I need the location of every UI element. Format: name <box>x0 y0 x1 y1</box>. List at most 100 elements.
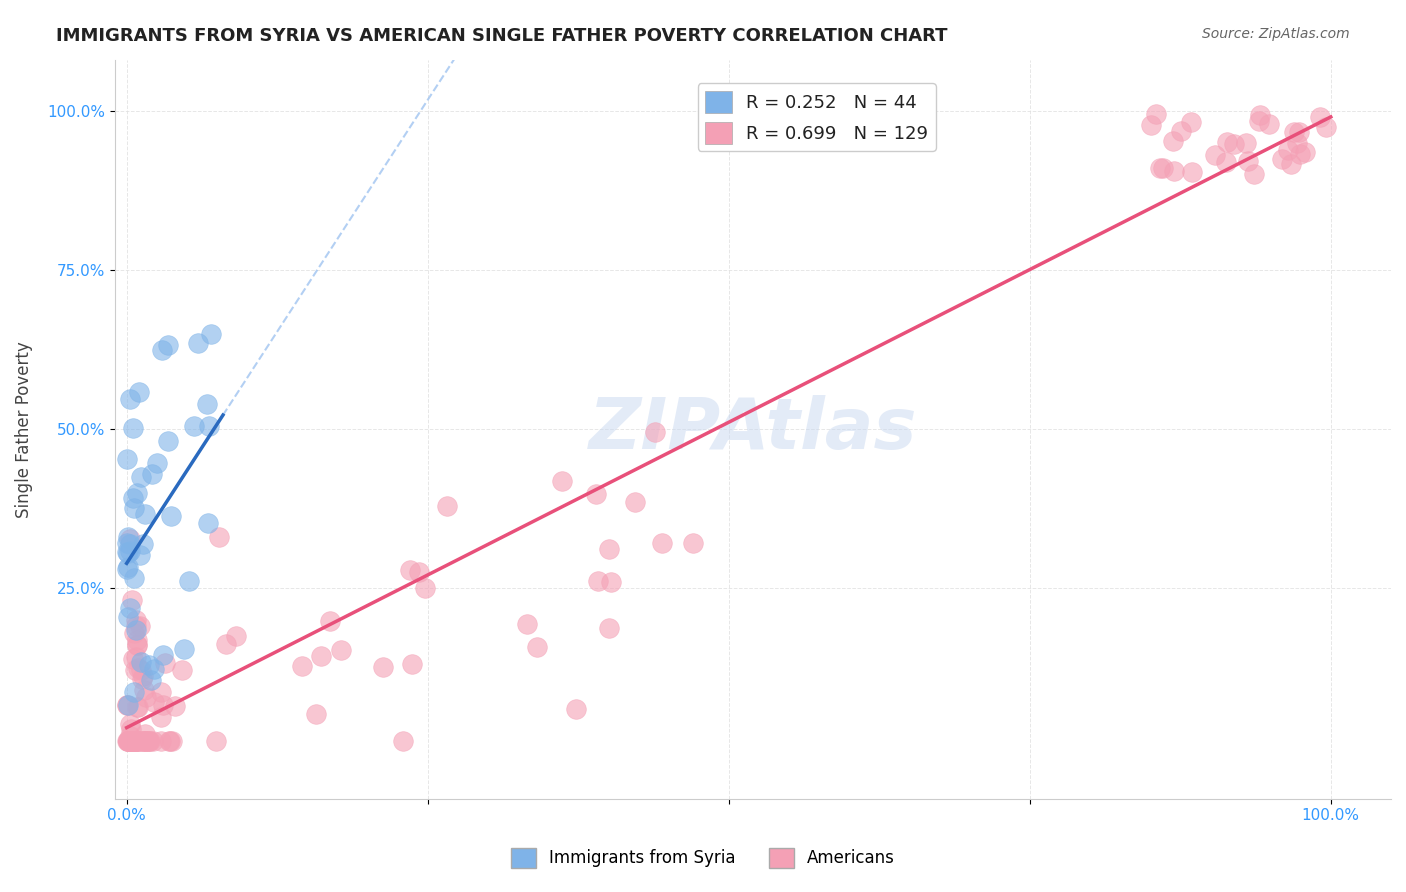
Point <box>208 530 231 544</box>
Point <box>125 650 148 665</box>
Point <box>1271 152 1294 166</box>
Legend: Immigrants from Syria, Americans: Immigrants from Syria, Americans <box>505 841 901 875</box>
Point <box>198 419 221 434</box>
Point <box>131 734 153 748</box>
Point <box>1309 111 1331 125</box>
Point <box>1170 124 1192 138</box>
Point <box>142 695 165 709</box>
Point <box>117 546 139 560</box>
Point <box>129 656 152 670</box>
Point <box>159 734 181 748</box>
Point <box>122 421 145 435</box>
Point <box>1152 161 1174 175</box>
Point <box>139 673 162 687</box>
Point <box>118 537 141 551</box>
Point <box>408 565 430 579</box>
Point <box>152 698 174 713</box>
Point <box>117 545 139 559</box>
Point <box>138 734 160 748</box>
Point <box>134 734 156 748</box>
Point <box>124 734 146 748</box>
Point <box>136 734 159 748</box>
Point <box>682 536 704 550</box>
Point <box>157 734 180 748</box>
Point <box>125 633 148 648</box>
Point <box>309 649 332 664</box>
Point <box>120 723 142 737</box>
Point <box>117 698 139 712</box>
Point <box>156 434 179 448</box>
Point <box>117 698 139 712</box>
Point <box>1234 136 1257 151</box>
Point <box>225 630 247 644</box>
Point <box>1281 157 1303 171</box>
Point <box>205 734 228 748</box>
Point <box>124 625 146 640</box>
Point <box>157 338 180 352</box>
Point <box>1163 134 1185 148</box>
Point <box>1215 154 1237 169</box>
Point <box>120 392 142 406</box>
Point <box>195 397 218 411</box>
Point <box>120 716 142 731</box>
Point <box>121 491 143 506</box>
Point <box>122 685 145 699</box>
Point <box>214 637 236 651</box>
Point <box>401 657 423 671</box>
Point <box>118 734 141 748</box>
Point <box>125 699 148 714</box>
Point <box>129 470 152 484</box>
Point <box>149 685 172 699</box>
Point <box>120 734 142 748</box>
Point <box>124 619 146 633</box>
Point <box>150 709 173 723</box>
Point <box>117 535 139 549</box>
Point <box>127 638 149 652</box>
Point <box>124 663 146 677</box>
Point <box>179 574 201 589</box>
Point <box>134 726 156 740</box>
Point <box>117 734 139 748</box>
Point <box>170 663 193 677</box>
Point <box>122 734 145 748</box>
Point <box>117 560 139 574</box>
Point <box>526 640 548 654</box>
Point <box>120 734 142 748</box>
Point <box>1140 118 1163 132</box>
Point <box>651 536 673 550</box>
Point <box>117 734 139 748</box>
Legend: R = 0.252   N = 44, R = 0.699   N = 129: R = 0.252 N = 44, R = 0.699 N = 129 <box>697 84 935 151</box>
Point <box>125 734 148 748</box>
Point <box>117 562 139 576</box>
Point <box>129 663 152 677</box>
Point <box>1247 114 1270 128</box>
Point <box>117 734 139 748</box>
Point <box>117 610 139 624</box>
Point <box>124 500 146 515</box>
Point <box>1277 144 1299 158</box>
Point <box>187 336 209 351</box>
Point <box>134 508 156 522</box>
Point <box>1285 136 1308 151</box>
Point <box>124 734 146 748</box>
Point <box>118 730 141 744</box>
Point <box>127 638 149 652</box>
Point <box>127 486 149 500</box>
Point <box>1294 145 1316 160</box>
Point <box>122 571 145 585</box>
Point <box>305 706 328 721</box>
Point <box>117 734 139 748</box>
Point <box>152 648 174 662</box>
Point <box>128 385 150 400</box>
Point <box>128 734 150 748</box>
Point <box>155 656 177 670</box>
Point <box>122 734 145 748</box>
Point <box>125 613 148 627</box>
Point <box>200 326 222 341</box>
Point <box>330 643 353 657</box>
Point <box>551 474 574 488</box>
Point <box>585 487 607 501</box>
Point <box>121 734 143 748</box>
Point <box>150 343 173 357</box>
Y-axis label: Single Father Poverty: Single Father Poverty <box>15 341 32 517</box>
